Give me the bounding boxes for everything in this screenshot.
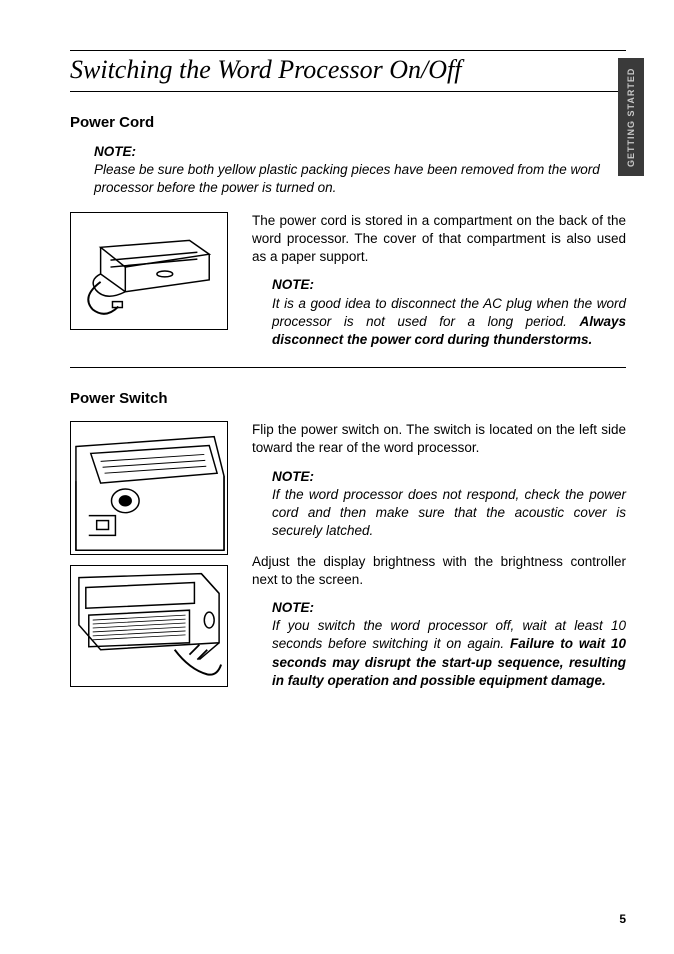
note-label: NOTE: bbox=[272, 468, 626, 486]
rule-mid bbox=[70, 367, 626, 368]
row-powercord: The power cord is stored in a compartmen… bbox=[70, 212, 626, 350]
note-text: Please be sure both yellow plastic packi… bbox=[94, 161, 626, 197]
side-tab: GETTING STARTED bbox=[618, 58, 644, 176]
row-powerswitch: Flip the power switch on. The switch is … bbox=[70, 421, 626, 690]
note-text: If the word processor does not respond, … bbox=[272, 486, 626, 541]
rule-top bbox=[70, 50, 626, 51]
note-top: NOTE: Please be sure both yellow plastic… bbox=[94, 143, 626, 198]
note-label: NOTE: bbox=[94, 143, 626, 161]
figure-power-cord bbox=[70, 212, 228, 330]
col-text-powercord: The power cord is stored in a compartmen… bbox=[252, 212, 626, 350]
heading-power-cord: Power Cord bbox=[70, 114, 626, 131]
para-brightness: Adjust the display brightness with the b… bbox=[252, 553, 626, 589]
page-content: Switching the Word Processor On/Off Powe… bbox=[0, 0, 674, 720]
col-text-powerswitch: Flip the power switch on. The switch is … bbox=[252, 421, 626, 690]
para-storage: The power cord is stored in a compartmen… bbox=[252, 212, 626, 267]
heading-power-switch: Power Switch bbox=[70, 390, 626, 407]
note-respond: NOTE: If the word processor does not res… bbox=[272, 468, 626, 541]
figure-switch bbox=[70, 421, 228, 555]
note-text: It is a good idea to disconnect the AC p… bbox=[272, 296, 626, 329]
page-title: Switching the Word Processor On/Off bbox=[70, 55, 626, 92]
note-label: NOTE: bbox=[272, 276, 626, 294]
note-disconnect: NOTE: It is a good idea to disconnect th… bbox=[272, 276, 626, 349]
para-flip: Flip the power switch on. The switch is … bbox=[252, 421, 626, 457]
note-label: NOTE: bbox=[272, 599, 626, 617]
page-number: 5 bbox=[619, 912, 626, 926]
figure-brightness bbox=[70, 565, 228, 687]
note-wait: NOTE: If you switch the word processor o… bbox=[272, 599, 626, 690]
figures-column bbox=[70, 421, 228, 690]
